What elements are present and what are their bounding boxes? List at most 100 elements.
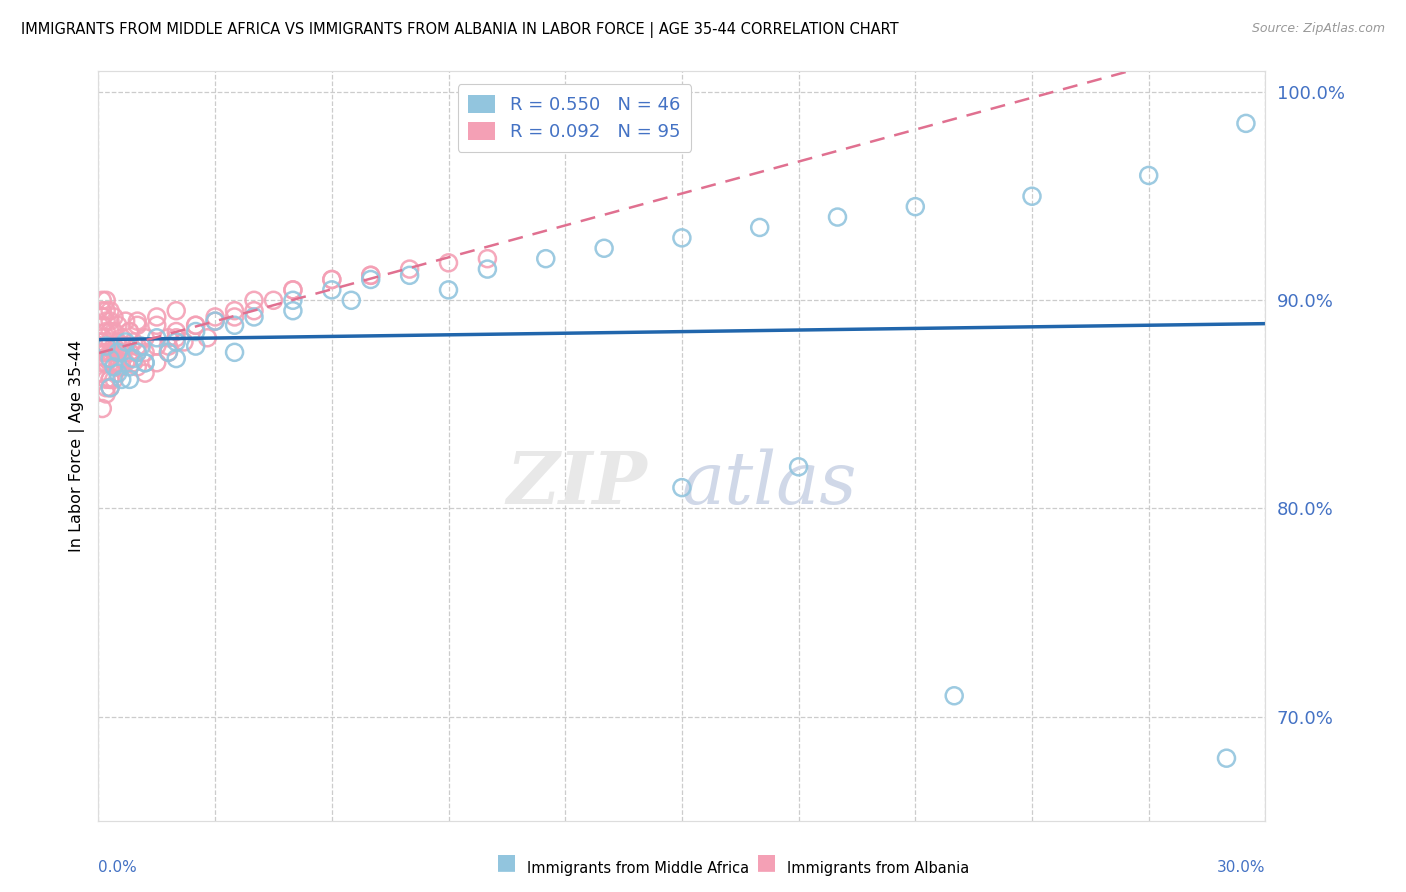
Point bbox=[134, 356, 156, 370]
Point bbox=[91, 310, 114, 324]
Point bbox=[91, 318, 114, 333]
Point bbox=[91, 331, 114, 345]
Point bbox=[98, 303, 121, 318]
Point bbox=[165, 334, 187, 349]
Point bbox=[157, 339, 180, 353]
Point bbox=[98, 325, 121, 339]
Point bbox=[340, 293, 363, 308]
Point bbox=[118, 345, 141, 359]
Point bbox=[107, 334, 129, 349]
Point bbox=[96, 351, 118, 366]
Point bbox=[98, 356, 121, 370]
Point bbox=[114, 356, 136, 370]
Point bbox=[827, 210, 849, 224]
Point bbox=[321, 283, 343, 297]
Point bbox=[437, 283, 460, 297]
Point bbox=[134, 366, 156, 380]
Point bbox=[127, 339, 149, 353]
Point bbox=[243, 293, 266, 308]
Point bbox=[1215, 751, 1237, 765]
Point bbox=[165, 351, 187, 366]
Point bbox=[127, 345, 149, 359]
Point bbox=[477, 262, 499, 277]
Text: 30.0%: 30.0% bbox=[1218, 860, 1265, 874]
Point bbox=[398, 268, 420, 283]
Point bbox=[281, 293, 304, 308]
Point bbox=[107, 345, 129, 359]
Point bbox=[118, 359, 141, 374]
Point bbox=[360, 268, 382, 283]
Point bbox=[122, 334, 145, 349]
Point bbox=[91, 345, 114, 359]
Point bbox=[165, 325, 187, 339]
Point bbox=[195, 331, 218, 345]
Point bbox=[98, 345, 121, 359]
Point bbox=[321, 272, 343, 286]
Legend: R = 0.550   N = 46, R = 0.092   N = 95: R = 0.550 N = 46, R = 0.092 N = 95 bbox=[457, 84, 692, 152]
Point bbox=[114, 314, 136, 328]
Point bbox=[98, 314, 121, 328]
Point bbox=[118, 325, 141, 339]
Point bbox=[224, 345, 246, 359]
Point bbox=[204, 314, 226, 328]
Point bbox=[91, 293, 114, 308]
Point bbox=[91, 303, 114, 318]
Point bbox=[184, 318, 207, 333]
Point bbox=[96, 314, 118, 328]
Point bbox=[107, 345, 129, 359]
Point bbox=[96, 325, 118, 339]
Point bbox=[184, 318, 207, 333]
Point bbox=[96, 387, 118, 401]
Text: IMMIGRANTS FROM MIDDLE AFRICA VS IMMIGRANTS FROM ALBANIA IN LABOR FORCE | AGE 35: IMMIGRANTS FROM MIDDLE AFRICA VS IMMIGRA… bbox=[21, 22, 898, 38]
Point bbox=[122, 351, 145, 366]
Point bbox=[98, 351, 121, 366]
Point bbox=[134, 331, 156, 345]
Point bbox=[534, 252, 557, 266]
Point bbox=[243, 303, 266, 318]
Point bbox=[114, 339, 136, 353]
Point bbox=[671, 231, 693, 245]
Point bbox=[103, 372, 125, 386]
Point bbox=[129, 339, 152, 353]
Point bbox=[165, 331, 187, 345]
Text: ■: ■ bbox=[496, 853, 516, 872]
Point bbox=[281, 283, 304, 297]
Point bbox=[107, 366, 129, 380]
Point bbox=[96, 381, 118, 395]
Point bbox=[96, 339, 118, 353]
Text: Source: ZipAtlas.com: Source: ZipAtlas.com bbox=[1251, 22, 1385, 36]
Point bbox=[96, 339, 118, 353]
Point bbox=[184, 325, 207, 339]
Point bbox=[91, 401, 114, 416]
Point bbox=[98, 372, 121, 386]
Point bbox=[165, 303, 187, 318]
Point bbox=[111, 372, 134, 386]
Point bbox=[787, 459, 810, 474]
Point bbox=[262, 293, 284, 308]
Text: 0.0%: 0.0% bbox=[98, 860, 138, 874]
Point bbox=[96, 372, 118, 386]
Point bbox=[98, 334, 121, 349]
Point bbox=[103, 359, 125, 374]
Point bbox=[321, 272, 343, 286]
Point bbox=[1021, 189, 1043, 203]
Point bbox=[157, 345, 180, 359]
Y-axis label: In Labor Force | Age 35-44: In Labor Force | Age 35-44 bbox=[69, 340, 84, 552]
Point bbox=[184, 339, 207, 353]
Point bbox=[103, 339, 125, 353]
Point bbox=[904, 200, 927, 214]
Point bbox=[91, 366, 114, 380]
Text: atlas: atlas bbox=[682, 448, 858, 519]
Point bbox=[122, 356, 145, 370]
Point bbox=[477, 252, 499, 266]
Point bbox=[243, 310, 266, 324]
Point bbox=[118, 325, 141, 339]
Text: ZIP: ZIP bbox=[506, 448, 647, 519]
Point bbox=[748, 220, 770, 235]
Text: Immigrants from Middle Africa: Immigrants from Middle Africa bbox=[527, 861, 749, 876]
Point bbox=[398, 262, 420, 277]
Point bbox=[593, 241, 616, 255]
Point bbox=[96, 293, 118, 308]
Point bbox=[103, 345, 125, 359]
Point bbox=[146, 339, 169, 353]
